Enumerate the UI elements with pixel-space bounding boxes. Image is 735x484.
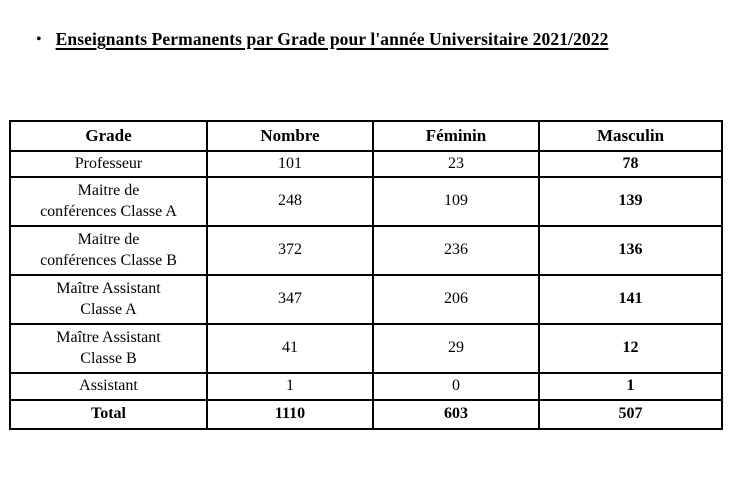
table-row-ma-classe-b: Maître Assistant Classe B 41 29 12 <box>9 323 723 374</box>
feminin-cell: 603 <box>372 399 540 430</box>
page-title-text: Enseignants Permanents par Grade pour l'… <box>55 29 609 49</box>
grade-cell: Maitre de conférences Classe A <box>9 176 208 227</box>
nombre-cell: 347 <box>206 274 374 325</box>
table-row-assistant: Assistant 1 0 1 <box>9 372 723 401</box>
feminin-cell: 0 <box>372 372 540 401</box>
table-row-professeur: Professeur 101 23 78 <box>9 150 723 178</box>
grade-cell: Total <box>9 399 208 430</box>
nombre-cell: 41 <box>206 323 374 374</box>
nombre-cell: 101 <box>206 150 374 178</box>
header-cell-feminin: Féminin <box>372 120 540 152</box>
nombre-cell: 1110 <box>206 399 374 430</box>
header-cell-masculin: Masculin <box>538 120 723 152</box>
masculin-cell: 78 <box>538 150 723 178</box>
grade-table: Grade Nombre Féminin Masculin Professeur… <box>9 120 723 430</box>
masculin-cell: 507 <box>538 399 723 430</box>
page-title: • Enseignants Permanents par Grade pour … <box>36 28 735 51</box>
grade-cell: Maître Assistant Classe B <box>9 323 208 374</box>
feminin-cell: 206 <box>372 274 540 325</box>
table-row-total: Total 1110 603 507 <box>9 399 723 430</box>
masculin-cell: 141 <box>538 274 723 325</box>
table-row-mc-classe-b: Maitre de conférences Classe B 372 236 1… <box>9 225 723 276</box>
grade-cell: Maitre de conférences Classe B <box>9 225 208 276</box>
grade-cell: Professeur <box>9 150 208 178</box>
nombre-cell: 1 <box>206 372 374 401</box>
feminin-cell: 29 <box>372 323 540 374</box>
masculin-cell: 12 <box>538 323 723 374</box>
nombre-cell: 372 <box>206 225 374 276</box>
table-row-mc-classe-a: Maitre de conférences Classe A 248 109 1… <box>9 176 723 227</box>
masculin-cell: 139 <box>538 176 723 227</box>
feminin-cell: 109 <box>372 176 540 227</box>
grade-cell: Assistant <box>9 372 208 401</box>
bullet-icon: • <box>36 31 42 48</box>
table-row-ma-classe-a: Maître Assistant Classe A 347 206 141 <box>9 274 723 325</box>
masculin-cell: 1 <box>538 372 723 401</box>
header-cell-nombre: Nombre <box>206 120 374 152</box>
table-header-row: Grade Nombre Féminin Masculin <box>9 120 723 152</box>
feminin-cell: 236 <box>372 225 540 276</box>
nombre-cell: 248 <box>206 176 374 227</box>
grade-cell: Maître Assistant Classe A <box>9 274 208 325</box>
header-cell-grade: Grade <box>9 120 208 152</box>
feminin-cell: 23 <box>372 150 540 178</box>
masculin-cell: 136 <box>538 225 723 276</box>
